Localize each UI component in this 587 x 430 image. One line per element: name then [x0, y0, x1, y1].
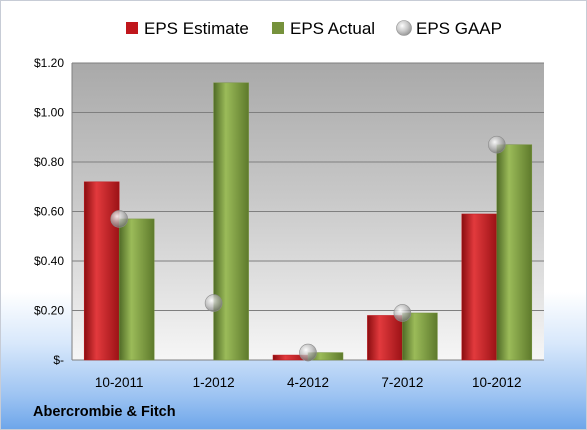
x-tick-label: 1-2012 [193, 375, 235, 390]
bar-eps-estimate [461, 213, 498, 361]
legend-swatch-eps-estimate [126, 22, 138, 34]
y-tick-label: $1.00 [34, 106, 64, 120]
company-name: Abercrombie & Fitch [33, 404, 176, 420]
legend-swatch-eps-actual [272, 22, 284, 34]
legend-swatch-eps-gaap [396, 20, 412, 36]
bar-eps-actual [213, 82, 249, 361]
legend-label-eps-actual: EPS Actual [290, 19, 375, 38]
x-tick-label: 4-2012 [287, 375, 329, 390]
y-tick-label: $- [53, 353, 64, 367]
marker-eps-gaap [299, 343, 317, 362]
marker-eps-gaap [204, 294, 223, 312]
marker-eps-gaap [393, 304, 412, 322]
y-tick-label: $0.60 [34, 205, 64, 219]
x-tick-label: 10-2011 [95, 375, 144, 390]
y-tick-label: $0.20 [34, 304, 64, 318]
y-tick-label: $0.40 [34, 254, 64, 268]
bar-eps-estimate [83, 181, 120, 361]
marker-eps-gaap [487, 135, 506, 154]
x-tick-label: 7-2012 [381, 375, 423, 390]
legend-label-eps-gaap: EPS GAAP [416, 19, 502, 38]
bar-eps-actual [496, 144, 533, 361]
x-tick-label: 10-2012 [472, 375, 522, 390]
bar-eps-actual [402, 312, 438, 361]
marker-eps-gaap [110, 210, 128, 228]
y-tick-label: $1.20 [34, 56, 64, 70]
legend-label-eps-estimate: EPS Estimate [144, 19, 249, 38]
bar-eps-estimate [367, 315, 403, 361]
bar-eps-actual [118, 218, 155, 361]
y-tick-label: $0.80 [34, 155, 64, 169]
